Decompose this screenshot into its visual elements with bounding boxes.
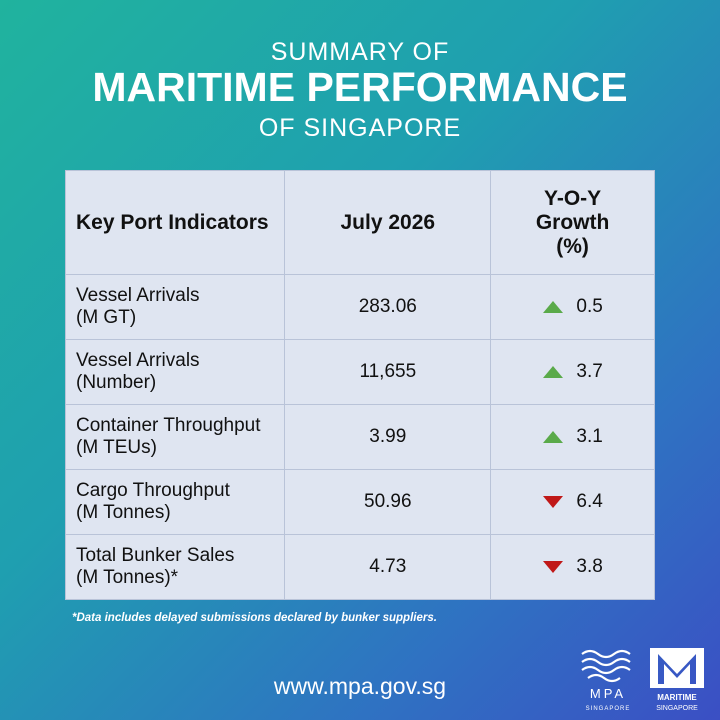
logo-text: MARITIME (657, 693, 697, 702)
title-line: SUMMARY OF (270, 38, 450, 66)
data-row: Total Bunker Sales (M Tonnes)* 4.73 3.8 (64, 534, 655, 600)
growth-cell: 0.5 (490, 274, 655, 340)
indicator-unit: (M TEUs) (76, 437, 157, 458)
logo-mark (650, 648, 704, 688)
logos: MPA SINGAPORE MARITIME SINGAPORE (581, 648, 704, 712)
growth-value: 3.8 (576, 556, 603, 577)
indicator-cell: Container Throughput (M TEUs) (64, 404, 286, 470)
triangle (543, 300, 564, 313)
title: MARITIME PERFORMANCE (92, 64, 628, 110)
indicator-label: Vessel Arrivals (76, 350, 200, 371)
triangle (543, 430, 564, 443)
triangle (543, 365, 564, 378)
data-row: Vessel Arrivals (M GT) 283.06 0.5 (64, 274, 655, 340)
trend-arrow (543, 495, 564, 508)
column-header: July 2026 (284, 170, 492, 275)
column-header: Y-O-Y Growth (%) (490, 170, 655, 275)
growth-value: 3.1 (576, 426, 603, 447)
indicator-cell: Vessel Arrivals (Number) (64, 339, 286, 405)
logo-text: SINGAPORE (586, 706, 631, 712)
indicator-label: Cargo Throughput (76, 480, 230, 501)
indicator-unit: (M Tonnes)* (76, 567, 179, 588)
triangle (543, 495, 564, 508)
trend-arrow (543, 560, 564, 573)
indicator-unit: (Number) (76, 372, 157, 393)
value-cell: 283.06 (284, 274, 492, 340)
growth-value: 3.7 (576, 361, 603, 382)
growth-cell: 3.7 (490, 339, 655, 405)
title-line: OF SINGAPORE (258, 114, 462, 142)
growth-value: 0.5 (576, 296, 603, 317)
value-cell: 3.99 (284, 404, 492, 470)
indicator-cell: Total Bunker Sales (M Tonnes)* (64, 534, 286, 600)
growth-cell: 3.1 (490, 404, 655, 470)
data-row: Cargo Throughput (M Tonnes) 50.96 6.4 (64, 469, 655, 535)
data-row: Container Throughput (M TEUs) 3.99 3.1 (64, 404, 655, 470)
triangle (543, 560, 564, 573)
data-row: Vessel Arrivals (Number) 11,655 3.7 (64, 339, 655, 405)
indicator-label: Total Bunker Sales (76, 545, 235, 566)
trend-arrow (543, 365, 564, 378)
growth-cell: 6.4 (490, 469, 655, 535)
trend-arrow (543, 430, 564, 443)
indicator-table: Key Port Indicators July 2026 Y-O-Y Grow… (64, 170, 655, 600)
header-row: Key Port Indicators July 2026 Y-O-Y Grow… (64, 170, 655, 275)
indicator-label: Vessel Arrivals (76, 285, 200, 306)
trend-arrow (543, 300, 564, 313)
value-cell: 11,655 (284, 339, 492, 405)
column-header: Key Port Indicators (64, 170, 286, 275)
value-cell: 50.96 (284, 469, 492, 535)
footnote: *Data includes delayed submissions decla… (72, 612, 437, 624)
indicator-unit: (M Tonnes) (76, 502, 171, 523)
indicator-cell: Vessel Arrivals (M GT) (64, 274, 286, 340)
growth-value: 6.4 (576, 491, 603, 512)
indicator-cell: Cargo Throughput (M Tonnes) (64, 469, 286, 535)
website: www.mpa.gov.sg (273, 673, 447, 699)
growth-cell: 3.8 (490, 534, 655, 600)
indicator-unit: (M GT) (76, 307, 137, 328)
logo-text: SINGAPORE (656, 705, 698, 712)
indicator-label: Container Throughput (76, 415, 261, 436)
logo-text: MPA (590, 686, 626, 701)
value-cell: 4.73 (284, 534, 492, 600)
